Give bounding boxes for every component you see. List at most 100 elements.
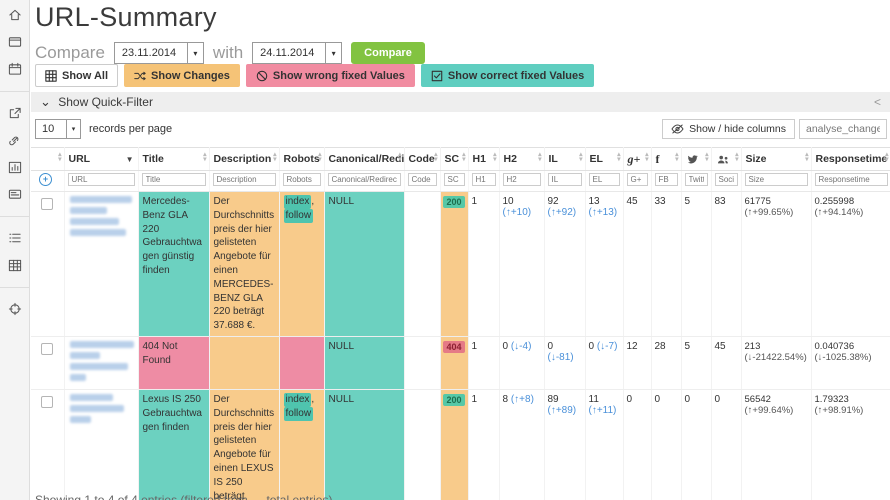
url-cell[interactable] <box>64 336 139 390</box>
sort-icon: ▴ ▾ <box>462 151 466 163</box>
el-column-header[interactable]: EL ▴ ▾ <box>585 147 624 171</box>
h2-column-header[interactable]: H2 ▴ ▾ <box>499 147 545 171</box>
h1-cell: 1 <box>468 191 500 337</box>
analyse-change-input[interactable] <box>799 119 887 139</box>
googleplus-column-header[interactable]: g+ ▴ ▾ <box>623 147 652 171</box>
fb-filter-input[interactable] <box>654 173 678 186</box>
date-to-select[interactable]: 24.11.2014 ▾ <box>252 42 343 64</box>
sort-icon: ▴ ▾ <box>493 151 497 163</box>
show-changes-button[interactable]: Show Changes <box>124 64 240 87</box>
robots-chip: follow <box>283 208 314 223</box>
title-cell: 404 Not Found <box>137 335 210 390</box>
select-column-header[interactable]: ▴ ▾ <box>31 147 65 171</box>
gplus-filter-input[interactable] <box>626 173 648 186</box>
description-cell: Der Durchschnittspreis der hier gelistet… <box>208 191 280 337</box>
table-icon[interactable] <box>7 257 23 273</box>
il-filter-input[interactable] <box>547 173 582 186</box>
quick-filter-label: Show Quick-Filter <box>58 95 153 109</box>
window-icon[interactable] <box>7 34 23 50</box>
date-from-select[interactable]: 23.11.2014 ▾ <box>113 42 204 64</box>
h2-cell: 8 (↑+8) <box>499 389 545 500</box>
il-column-header[interactable]: IL ▴ ▾ <box>544 147 586 171</box>
robots-chip: index <box>283 195 312 209</box>
twitter-filter-input[interactable] <box>684 173 708 186</box>
twitter-column-header[interactable]: ▴ ▾ <box>681 147 712 171</box>
dropdown-arrow-icon: ▾ <box>325 43 341 63</box>
description-cell: Der Durchschnittspreis der hier gelistet… <box>208 388 280 500</box>
social-filter-input[interactable] <box>714 173 738 186</box>
url-filter-input[interactable] <box>67 173 135 186</box>
title-column-header[interactable]: Title ▴ ▾ <box>138 147 210 171</box>
table-row: Mercedes-Benz GLA 220 Gebrauchtwagen gün… <box>31 191 890 337</box>
blurred-url <box>69 404 125 412</box>
records-per-page: 10 ▾ records per page <box>35 119 172 139</box>
users-icon <box>717 155 728 164</box>
title-filter-input[interactable] <box>141 173 206 186</box>
page-title: URL-Summary <box>35 2 217 32</box>
row-checkbox[interactable] <box>41 342 54 355</box>
sc-filter-input[interactable] <box>443 173 465 186</box>
h1-cell: 1 <box>468 389 500 500</box>
robots-column-header[interactable]: Robots ▴ ▾ <box>279 147 325 171</box>
compare-button[interactable]: Compare <box>351 42 425 64</box>
external-link-icon[interactable] <box>7 105 23 121</box>
h1-filter-input[interactable] <box>471 173 496 186</box>
url-cell[interactable] <box>64 389 139 500</box>
robots-filter-input[interactable] <box>282 173 321 186</box>
size-filter-input[interactable] <box>744 173 808 186</box>
size-column-header[interactable]: Size ▴ ▾ <box>741 147 812 171</box>
statuscode-column-header[interactable]: SC ▴ ▾ <box>440 147 469 171</box>
sort-icon: ▴ ▾ <box>203 151 207 163</box>
robots-cell <box>278 335 325 390</box>
card-icon[interactable] <box>7 186 23 202</box>
records-select[interactable]: 10 ▾ <box>35 119 81 139</box>
ban-icon <box>256 70 268 81</box>
il-cell: 0 (↓-81) <box>544 336 586 390</box>
records-label: records per page <box>89 123 173 135</box>
h2-filter-input[interactable] <box>502 173 541 186</box>
responsetime-column-header[interactable]: Responsetime ▴ ▾ <box>811 147 890 171</box>
target-icon[interactable] <box>7 301 23 317</box>
sort-icon: ▴ ▾ <box>579 151 583 163</box>
url-column-header[interactable]: URL ▼ <box>64 147 139 171</box>
social-column-header[interactable]: ▴ ▾ <box>711 147 742 171</box>
code-filter-input[interactable] <box>407 173 437 186</box>
show-correct-fixed-button[interactable]: Show correct fixed Values <box>420 64 595 87</box>
table-info-text: Showing 1 to 4 of 4 entries (filtered fr… <box>35 493 333 500</box>
list-icon[interactable] <box>7 230 23 246</box>
collapse-chevron-icon[interactable]: < <box>873 95 881 109</box>
url-cell[interactable] <box>64 191 139 337</box>
table-controls: Show / hide columns <box>662 119 887 139</box>
records-value: 10 <box>42 123 55 135</box>
show-hide-columns-button[interactable]: Show / hide columns <box>662 119 795 139</box>
h1-cell: 1 <box>468 336 500 390</box>
quick-filter-toggle[interactable]: ⌄ Show Quick-Filter < <box>31 92 890 112</box>
canonical-column-header[interactable]: Canonical/Redirect▴▾ <box>324 147 405 171</box>
blurred-url <box>69 218 120 225</box>
row-checkbox[interactable] <box>41 395 54 408</box>
statuscode-cell: 404 <box>439 335 469 390</box>
show-wrong-fixed-button[interactable]: Show wrong fixed Values <box>245 64 415 87</box>
show-all-button[interactable]: Show All <box>35 64 119 87</box>
size-cell: 213 (↓-21422.54%) <box>741 336 812 390</box>
el-filter-input[interactable] <box>588 173 620 186</box>
code-column-header[interactable]: Code ▴ ▾ <box>404 147 441 171</box>
blurred-url <box>69 340 134 348</box>
bar-chart-icon[interactable] <box>7 159 23 175</box>
calendar-icon[interactable] <box>7 61 23 77</box>
eye-slash-icon <box>671 124 684 134</box>
shuffle-icon <box>134 71 146 80</box>
caret-down-icon: ⌄ <box>40 94 51 109</box>
link-icon[interactable] <box>7 132 23 148</box>
responsetime-filter-input[interactable] <box>814 173 888 186</box>
h1-column-header[interactable]: H1 ▴ ▾ <box>468 147 500 171</box>
canonical-filter-input[interactable] <box>327 173 401 186</box>
facebook-column-header[interactable]: f ▴ ▾ <box>651 147 682 171</box>
home-icon[interactable] <box>7 7 23 23</box>
description-filter-input[interactable] <box>212 173 276 186</box>
description-column-header[interactable]: Description ▴ ▾ <box>209 147 280 171</box>
sort-icon: ▴ ▾ <box>58 151 62 163</box>
add-filter-icon[interactable]: + <box>39 173 52 186</box>
code-cell <box>404 191 441 337</box>
row-checkbox[interactable] <box>41 198 54 210</box>
